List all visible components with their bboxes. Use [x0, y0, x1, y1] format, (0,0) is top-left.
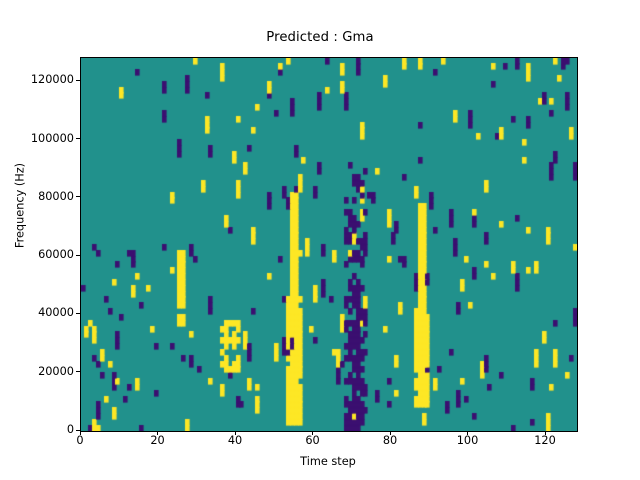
y-tick-mark [76, 371, 80, 373]
heatmap-axes [80, 57, 578, 432]
y-tick-label: 60000 [38, 248, 74, 262]
y-tick-label: 100000 [30, 131, 74, 145]
x-tick-mark [389, 431, 391, 435]
y-tick-label: 80000 [38, 189, 74, 203]
y-tick-label: 120000 [30, 73, 74, 87]
x-tick-label: 120 [534, 434, 556, 447]
x-axis-label: Time step [300, 455, 356, 468]
x-tick-label: 20 [150, 434, 165, 447]
y-tick-label: 20000 [38, 364, 74, 378]
y-tick-mark [76, 429, 80, 431]
y-tick-mark [76, 312, 80, 315]
x-tick-label: 40 [227, 434, 243, 447]
y-tick-mark [76, 254, 80, 256]
heatmap-image [81, 58, 577, 431]
x-tick-label: 80 [382, 434, 398, 447]
chart-title: Predicted : Gma [266, 30, 374, 45]
x-tick-label: 0 [76, 434, 84, 447]
x-tick-mark [312, 431, 314, 435]
x-tick-mark [79, 431, 81, 435]
x-tick-label: 60 [305, 434, 320, 447]
x-tick-mark [544, 431, 546, 435]
y-tick-mark [76, 138, 80, 140]
x-tick-mark [234, 431, 236, 435]
y-tick-label: 0 [66, 423, 74, 436]
x-tick-label: 100 [456, 434, 479, 447]
x-tick-mark [157, 431, 159, 435]
y-tick-label: 40000 [38, 306, 74, 320]
y-tick-mark [76, 79, 80, 81]
y-tick-mark [76, 196, 80, 198]
x-tick-mark [467, 431, 469, 435]
